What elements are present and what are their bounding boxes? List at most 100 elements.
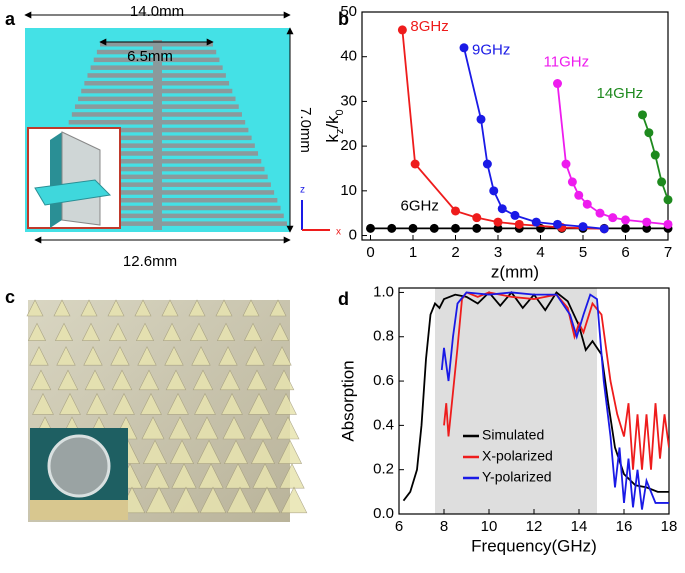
series-line: [463, 47, 605, 230]
pyramid: [188, 299, 206, 317]
x-tick-label: 10: [481, 518, 498, 535]
pyramid: [191, 346, 211, 366]
marker: [366, 223, 375, 233]
marker: [582, 199, 592, 209]
pyramid: [196, 439, 222, 464]
series-line: [440, 291, 669, 510]
x-tick-label: 18: [661, 518, 678, 535]
x-tick-label: 4: [536, 244, 544, 261]
x-axis-label: z(mm): [491, 262, 539, 281]
marker: [663, 195, 673, 205]
pyramid: [245, 346, 265, 366]
marker: [578, 222, 588, 232]
marker: [451, 223, 460, 233]
pyramid: [57, 369, 79, 391]
axis-z-label: z: [300, 185, 305, 196]
marker: [644, 128, 654, 138]
pyramid: [168, 416, 192, 440]
marker: [408, 223, 418, 233]
series-label: 14GHz: [597, 85, 644, 102]
marker: [429, 223, 439, 233]
y-tick-label: 0.8: [373, 328, 394, 345]
pyramid: [215, 299, 233, 317]
pyramid: [272, 346, 292, 366]
pyramid: [134, 299, 152, 317]
y-axis-label: Absorption: [338, 360, 357, 441]
pyramid: [273, 369, 295, 391]
marker: [608, 213, 618, 223]
marker: [650, 150, 660, 160]
pyramid: [111, 369, 133, 391]
marker: [472, 213, 482, 223]
y-tick-label: 0.6: [373, 372, 394, 389]
x-tick-label: 16: [616, 518, 633, 535]
pyramid: [276, 416, 300, 440]
marker: [482, 159, 492, 169]
pyramid: [107, 299, 125, 317]
y-tick-label: 0: [349, 226, 357, 243]
dimension-label: 7.0mm: [297, 107, 314, 153]
marker: [553, 219, 562, 229]
pyramid: [84, 369, 106, 391]
pyramid: [161, 299, 179, 317]
marker: [642, 217, 652, 227]
marker: [642, 223, 652, 233]
panel-label: b: [338, 9, 349, 29]
y-tick-label: 1.0: [373, 283, 394, 300]
pyramid: [226, 486, 254, 514]
pyramid: [195, 416, 219, 440]
pyramid: [30, 369, 52, 391]
pyramid: [138, 369, 160, 391]
pyramid: [164, 346, 184, 366]
series-label: 9GHz: [472, 42, 510, 59]
inset-plate: [34, 179, 112, 206]
panel-label: d: [338, 289, 349, 309]
y-tick-label: 0.2: [373, 461, 394, 478]
panel-label: a: [5, 9, 16, 29]
pyramid: [162, 322, 182, 341]
marker: [621, 223, 630, 233]
pyramid: [189, 322, 209, 341]
marker: [497, 204, 507, 214]
y-tick-label: 0.0: [373, 505, 394, 522]
y-label-part: k: [323, 134, 342, 143]
x-axis-label: Frequency(GHz): [471, 536, 597, 555]
dimension-label: 14.0mm: [130, 3, 184, 20]
marker: [489, 186, 499, 196]
pyramid: [198, 463, 224, 489]
pyramid: [242, 299, 260, 317]
pyramid: [169, 439, 195, 464]
marker: [472, 223, 482, 233]
pyramid: [250, 439, 276, 464]
dimension-label: 6.5mm: [127, 48, 173, 65]
legend-label: X-polarized: [482, 448, 553, 464]
y-label-part: /k: [323, 115, 342, 129]
pyramid: [171, 463, 197, 489]
y-tick-label: 0.4: [373, 416, 394, 433]
series-label: 6GHz: [401, 197, 439, 214]
y-tick-label: 10: [340, 182, 357, 199]
pyramid: [246, 369, 268, 391]
marker: [657, 177, 667, 187]
marker: [599, 224, 609, 234]
pyramid: [279, 463, 305, 489]
y-tick-label: 20: [340, 137, 357, 154]
pyramid: [270, 322, 290, 341]
pyramid: [145, 486, 173, 514]
x-tick-label: 6: [621, 244, 629, 261]
legend-label: Y-polarized: [482, 469, 552, 485]
pyramid: [243, 322, 263, 341]
marker: [476, 114, 486, 124]
marker: [574, 190, 584, 200]
x-tick-label: 1: [409, 244, 417, 261]
pyramid: [113, 392, 135, 415]
x-tick-label: 8: [440, 518, 448, 535]
pyramid: [137, 346, 157, 366]
marker: [553, 79, 562, 89]
series-line: [402, 290, 669, 502]
x-tick-label: 12: [526, 518, 543, 535]
marker: [510, 210, 520, 220]
x-tick-label: 2: [451, 244, 459, 261]
pyramid-array: [26, 299, 308, 514]
pyramid: [225, 463, 251, 489]
